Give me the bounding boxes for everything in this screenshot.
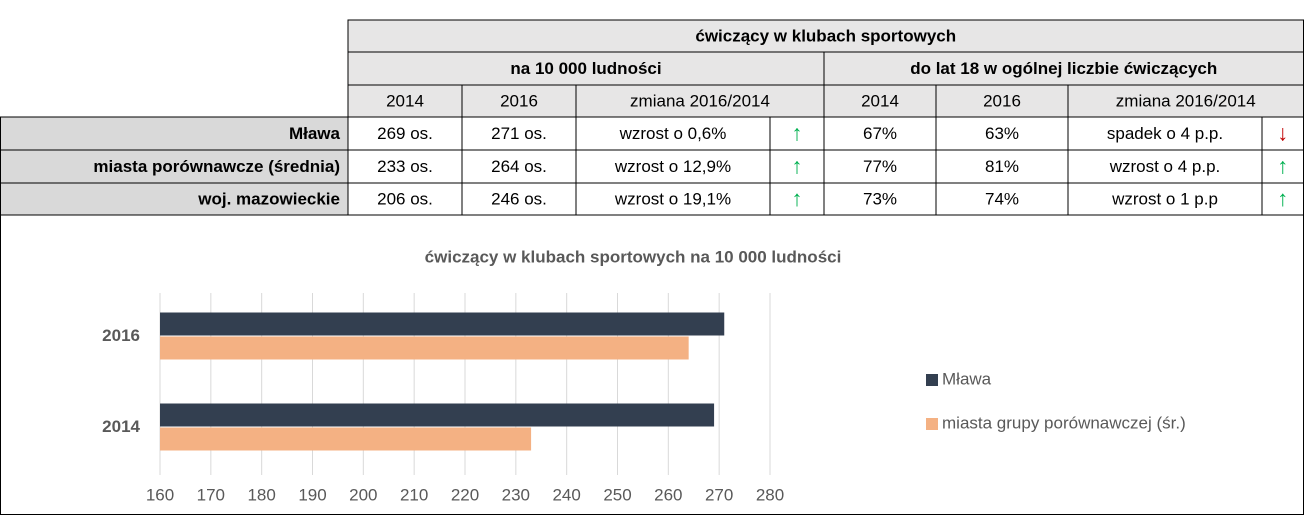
cell-text: 264 os. bbox=[491, 157, 547, 176]
x-tick-label: 200 bbox=[349, 485, 377, 504]
cell-text: wzrost o 1 p.p bbox=[1111, 189, 1218, 208]
cell-text: zmiana 2016/2014 bbox=[630, 91, 770, 110]
x-tick-label: 180 bbox=[247, 485, 275, 504]
legend-swatch bbox=[926, 418, 938, 430]
cell bbox=[935, 84, 1069, 118]
bar bbox=[160, 336, 689, 360]
y-tick-label: 2016 bbox=[102, 326, 140, 345]
x-tick-label: 190 bbox=[298, 485, 326, 504]
cell-text: ćwiczący w klubach sportowych bbox=[695, 26, 956, 45]
cell bbox=[0, 182, 349, 216]
x-tick-label: 270 bbox=[705, 485, 733, 504]
cell-text: ↑ bbox=[1277, 186, 1288, 211]
cell bbox=[823, 116, 937, 151]
cell bbox=[1067, 84, 1304, 118]
cell bbox=[347, 116, 463, 151]
cell-text: 269 os. bbox=[377, 124, 433, 143]
cell bbox=[823, 84, 937, 118]
legend-label: miasta grupy porównawczej (śr.) bbox=[942, 413, 1186, 432]
bar bbox=[160, 312, 725, 336]
cell-text: wzrost o 0,6% bbox=[619, 124, 727, 143]
cell bbox=[461, 182, 577, 216]
x-tick-label: 260 bbox=[654, 485, 682, 504]
cell-text: 73% bbox=[863, 189, 897, 208]
x-tick-label: 240 bbox=[552, 485, 580, 504]
cell-text: 63% bbox=[985, 124, 1019, 143]
cell-text: 2016 bbox=[983, 91, 1021, 110]
legend-swatch bbox=[926, 374, 938, 386]
bar bbox=[160, 403, 715, 427]
x-tick-label: 230 bbox=[502, 485, 530, 504]
cell bbox=[935, 116, 1069, 151]
cell-text: ↑ bbox=[1277, 153, 1288, 178]
cell-text: 77% bbox=[863, 157, 897, 176]
bar bbox=[160, 427, 532, 451]
x-tick-label: 160 bbox=[146, 485, 174, 504]
cell-text: ↑ bbox=[792, 153, 803, 178]
x-tick-label: 250 bbox=[603, 485, 631, 504]
x-tick-label: 280 bbox=[756, 485, 784, 504]
cell bbox=[769, 116, 825, 151]
chart-title: ćwiczący w klubach sportowych na 10 000 … bbox=[425, 247, 842, 266]
cell bbox=[1261, 149, 1304, 184]
cell-text: wzrost o 12,9% bbox=[614, 157, 731, 176]
cell bbox=[575, 182, 771, 216]
cell-text: ↑ bbox=[792, 186, 803, 211]
cell-text: do lat 18 w ogólnej liczbie ćwiczących bbox=[910, 59, 1217, 78]
cell-text: na 10 000 ludności bbox=[510, 59, 661, 78]
cell-text: 206 os. bbox=[377, 189, 433, 208]
cell-text: 2016 bbox=[500, 91, 538, 110]
chart: ćwiczący w klubach sportowych na 10 000 … bbox=[102, 247, 1186, 504]
cell bbox=[575, 84, 825, 118]
cell-text: Mława bbox=[289, 124, 341, 143]
cell bbox=[347, 182, 463, 216]
cell bbox=[461, 116, 577, 151]
cell-text: 246 os. bbox=[491, 189, 547, 208]
cell bbox=[1067, 182, 1263, 216]
cell bbox=[347, 84, 463, 118]
cell-text: 74% bbox=[985, 189, 1019, 208]
x-tick-label: 170 bbox=[197, 485, 225, 504]
cell-text: ↑ bbox=[792, 120, 803, 145]
x-tick-label: 220 bbox=[451, 485, 479, 504]
cell bbox=[347, 149, 463, 184]
cell-text: wzrost o 4 p.p. bbox=[1109, 157, 1221, 176]
cell-text: 81% bbox=[985, 157, 1019, 176]
cell bbox=[769, 149, 825, 184]
cell-text: 2014 bbox=[861, 91, 899, 110]
cell-text: 233 os. bbox=[377, 157, 433, 176]
cell bbox=[0, 116, 349, 151]
cell bbox=[575, 149, 771, 184]
cell bbox=[1067, 149, 1263, 184]
cell-text: miasta porównawcze (średnia) bbox=[93, 157, 340, 176]
cell bbox=[347, 51, 825, 86]
cell bbox=[575, 116, 771, 151]
cell-text: ↓ bbox=[1277, 120, 1288, 145]
y-tick-label: 2014 bbox=[102, 417, 140, 436]
cell bbox=[1067, 116, 1263, 151]
x-tick-label: 210 bbox=[400, 485, 428, 504]
legend-label: Mława bbox=[942, 369, 992, 388]
cell-text: 67% bbox=[863, 124, 897, 143]
cell-text: woj. mazowieckie bbox=[197, 189, 340, 208]
cell-text: spadek o 4 p.p. bbox=[1107, 124, 1223, 143]
cell-text: 2014 bbox=[386, 91, 424, 110]
cell bbox=[461, 149, 577, 184]
cell-text: zmiana 2016/2014 bbox=[1116, 91, 1256, 110]
cell bbox=[769, 182, 825, 216]
cell-text: 271 os. bbox=[491, 124, 547, 143]
cell-text: wzrost o 19,1% bbox=[614, 189, 731, 208]
